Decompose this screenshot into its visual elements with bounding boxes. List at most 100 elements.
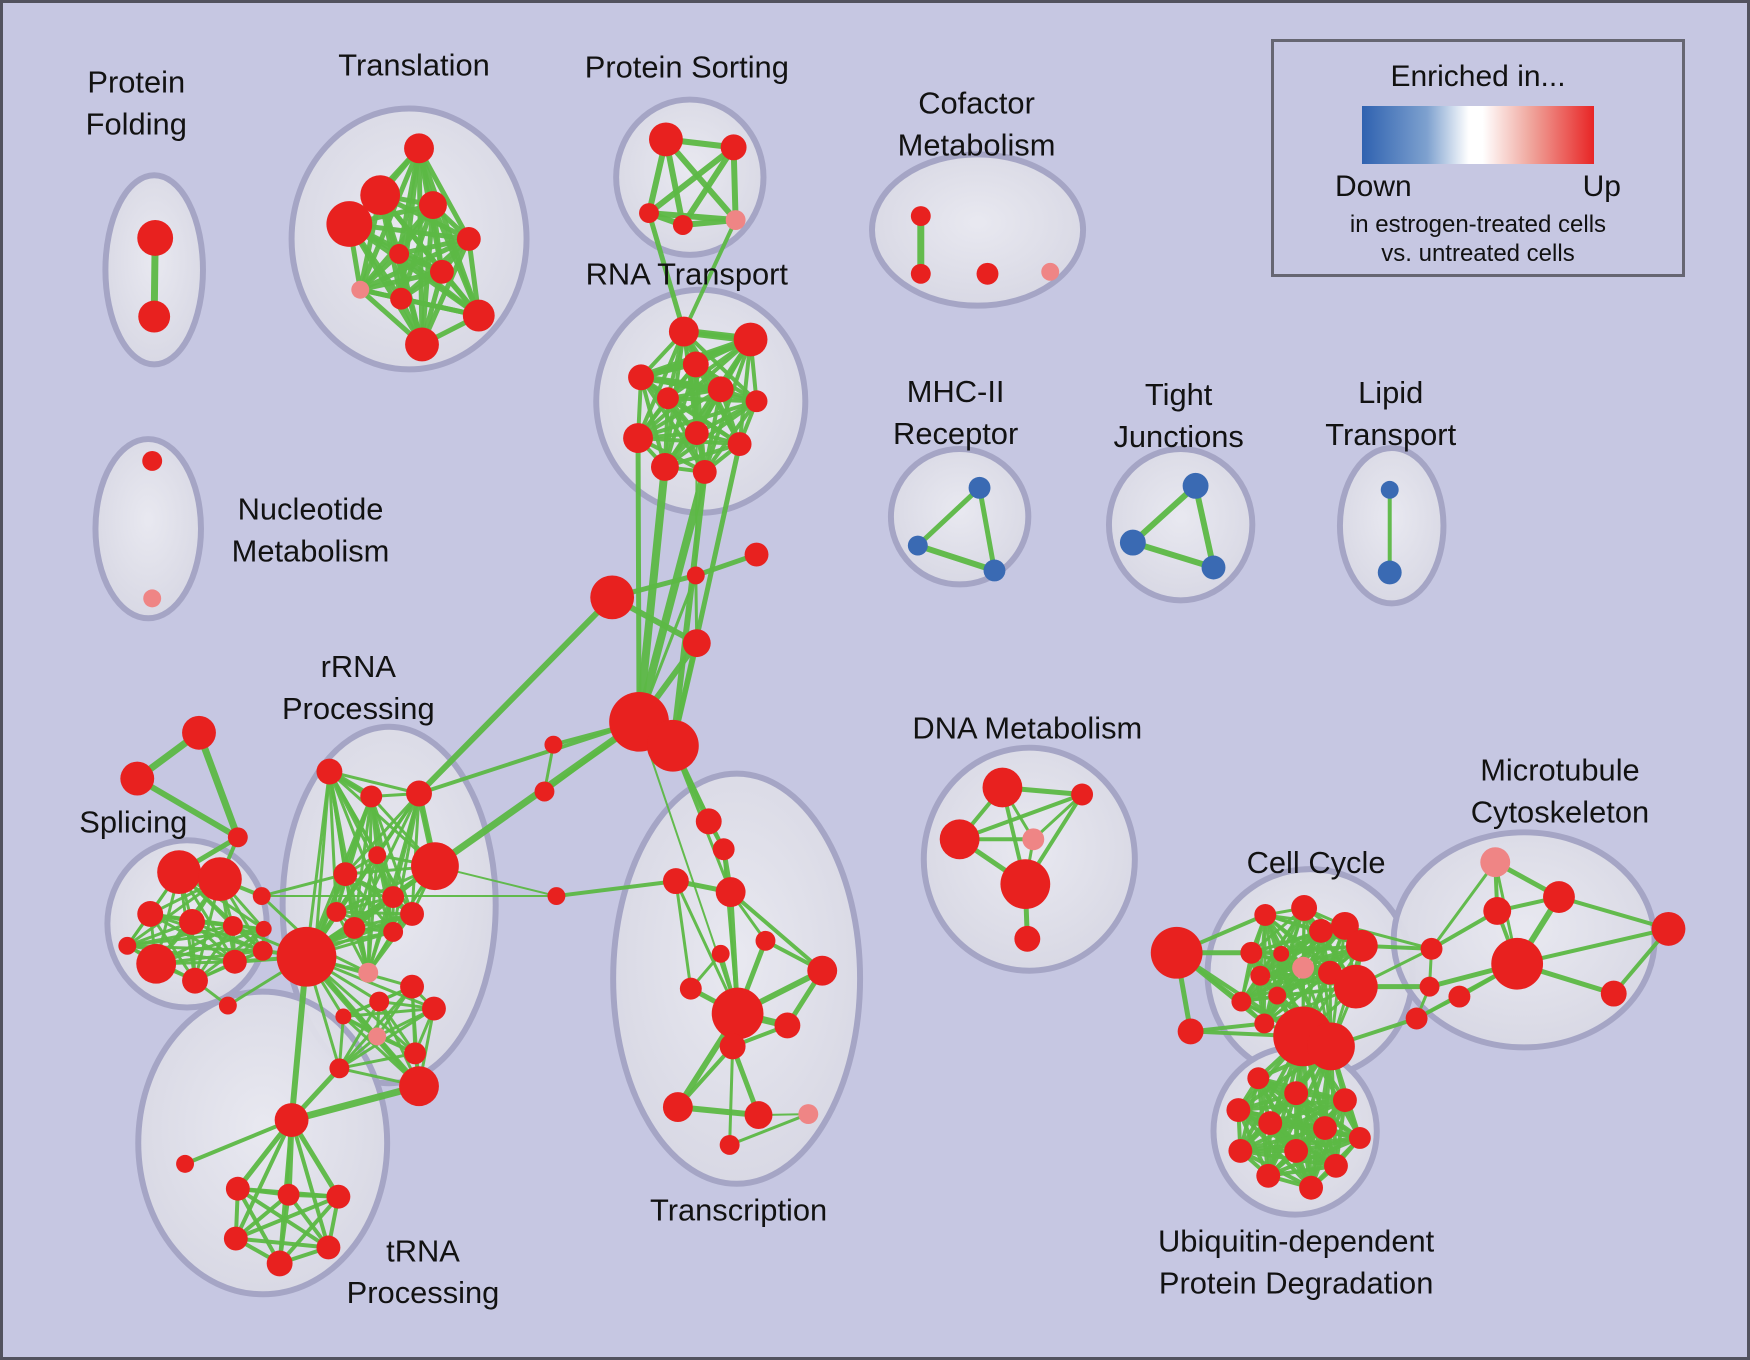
node-br0[interactable] bbox=[547, 887, 566, 906]
node-rt0[interactable] bbox=[668, 316, 699, 347]
node-d3[interactable] bbox=[1022, 828, 1045, 851]
node-tr2[interactable] bbox=[662, 868, 689, 895]
node-m2[interactable] bbox=[983, 559, 1006, 582]
node-rt5[interactable] bbox=[656, 387, 679, 410]
node-rt1[interactable] bbox=[733, 322, 768, 357]
node-rt2[interactable] bbox=[682, 351, 709, 378]
node-ch5[interactable] bbox=[534, 781, 555, 802]
node-r14[interactable] bbox=[411, 842, 459, 891]
node-cf1[interactable] bbox=[910, 263, 931, 284]
node-u9[interactable] bbox=[1324, 1153, 1348, 1178]
node-s8[interactable] bbox=[222, 949, 247, 974]
node-spt0[interactable] bbox=[182, 715, 216, 750]
node-ch4[interactable] bbox=[544, 735, 563, 754]
node-u2[interactable] bbox=[1332, 1088, 1357, 1113]
node-rg[interactable] bbox=[276, 926, 337, 987]
node-ps4[interactable] bbox=[725, 210, 746, 230]
node-c10[interactable] bbox=[1292, 956, 1315, 979]
node-s9[interactable] bbox=[252, 940, 273, 961]
node-mc2[interactable] bbox=[1483, 897, 1512, 925]
node-s3[interactable] bbox=[179, 908, 205, 935]
node-c8[interactable] bbox=[1330, 911, 1359, 940]
node-r6[interactable] bbox=[400, 902, 424, 926]
node-m1[interactable] bbox=[907, 535, 928, 556]
node-rt8[interactable] bbox=[623, 423, 653, 454]
node-t5[interactable] bbox=[389, 243, 410, 264]
node-t4[interactable] bbox=[456, 227, 481, 251]
node-tr10[interactable] bbox=[719, 1033, 746, 1060]
node-cf3[interactable] bbox=[1041, 262, 1060, 281]
node-s10[interactable] bbox=[255, 920, 272, 937]
node-rt7[interactable] bbox=[684, 421, 709, 446]
node-tr8[interactable] bbox=[711, 987, 764, 1040]
node-c17[interactable] bbox=[1307, 1022, 1355, 1071]
node-rt3[interactable] bbox=[628, 364, 654, 391]
node-r1[interactable] bbox=[360, 785, 383, 808]
node-c0[interactable] bbox=[1150, 926, 1203, 979]
node-spt1[interactable] bbox=[120, 761, 155, 796]
node-tr5[interactable] bbox=[711, 944, 730, 963]
node-rt6[interactable] bbox=[745, 390, 768, 413]
node-r16[interactable] bbox=[369, 991, 390, 1012]
node-ch2[interactable] bbox=[590, 575, 635, 620]
node-ch3[interactable] bbox=[682, 629, 711, 658]
node-u0[interactable] bbox=[1247, 1067, 1270, 1090]
node-l1[interactable] bbox=[1377, 560, 1402, 585]
node-tj0[interactable] bbox=[1182, 472, 1209, 499]
node-s11[interactable] bbox=[252, 887, 271, 906]
node-t6[interactable] bbox=[429, 259, 454, 284]
node-s1[interactable] bbox=[198, 857, 242, 902]
node-u8[interactable] bbox=[1284, 1138, 1309, 1163]
node-r3[interactable] bbox=[368, 846, 387, 865]
node-ps0[interactable] bbox=[649, 122, 683, 157]
node-ps3[interactable] bbox=[672, 215, 693, 235]
node-mc7[interactable] bbox=[1651, 911, 1686, 946]
node-pf0[interactable] bbox=[137, 220, 174, 256]
node-cf2[interactable] bbox=[976, 262, 999, 285]
node-mc1[interactable] bbox=[1543, 881, 1575, 913]
node-cf0[interactable] bbox=[910, 206, 931, 227]
node-d4[interactable] bbox=[1000, 859, 1051, 909]
node-t8[interactable] bbox=[390, 287, 413, 310]
node-t9[interactable] bbox=[462, 299, 495, 332]
node-tj1[interactable] bbox=[1119, 529, 1146, 556]
node-u7[interactable] bbox=[1228, 1138, 1253, 1163]
node-t1[interactable] bbox=[360, 175, 401, 216]
node-tb0[interactable] bbox=[225, 1176, 250, 1201]
node-tb4[interactable] bbox=[266, 1250, 293, 1277]
node-rt10[interactable] bbox=[650, 453, 679, 481]
node-r19[interactable] bbox=[368, 1027, 387, 1046]
node-c20[interactable] bbox=[1405, 1007, 1428, 1030]
node-ps1[interactable] bbox=[720, 134, 747, 161]
node-r7[interactable] bbox=[343, 916, 366, 939]
node-d5[interactable] bbox=[1014, 925, 1041, 952]
node-u5[interactable] bbox=[1313, 1116, 1337, 1140]
node-d2[interactable] bbox=[939, 819, 980, 860]
node-tr14[interactable] bbox=[719, 1134, 740, 1155]
node-c15[interactable] bbox=[1254, 1013, 1275, 1034]
node-mc3[interactable] bbox=[1491, 937, 1544, 990]
node-tr9[interactable] bbox=[774, 1012, 801, 1039]
node-r8[interactable] bbox=[383, 921, 404, 942]
node-tl[interactable] bbox=[176, 1154, 195, 1173]
node-tj2[interactable] bbox=[1201, 555, 1226, 580]
node-n0[interactable] bbox=[142, 451, 163, 471]
node-c9[interactable] bbox=[1273, 945, 1290, 962]
node-d1[interactable] bbox=[1071, 783, 1094, 806]
node-tr7[interactable] bbox=[679, 977, 702, 1000]
node-r9[interactable] bbox=[326, 902, 347, 922]
node-s4[interactable] bbox=[222, 915, 243, 936]
node-r4[interactable] bbox=[333, 862, 358, 887]
node-tr4[interactable] bbox=[755, 930, 776, 951]
node-mc0[interactable] bbox=[1480, 847, 1511, 878]
node-r11[interactable] bbox=[358, 962, 379, 983]
node-r15[interactable] bbox=[400, 974, 424, 999]
node-r21[interactable] bbox=[329, 1058, 350, 1079]
node-c1[interactable] bbox=[1177, 1018, 1204, 1045]
node-t7[interactable] bbox=[351, 280, 370, 299]
node-s2[interactable] bbox=[137, 901, 164, 927]
node-n1[interactable] bbox=[143, 589, 162, 608]
node-spt2[interactable] bbox=[227, 827, 248, 848]
node-c5[interactable] bbox=[1254, 904, 1277, 926]
node-u10[interactable] bbox=[1256, 1163, 1281, 1188]
